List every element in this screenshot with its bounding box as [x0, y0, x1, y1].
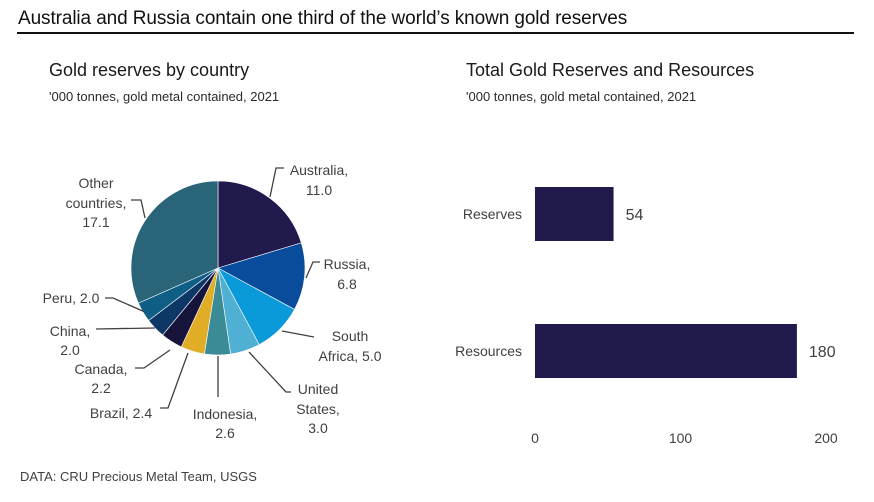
bar-category-label-resources: Resources: [455, 343, 522, 359]
pie-slice-other-countries: [130, 180, 219, 304]
pie-label-united-states: States,: [296, 401, 340, 417]
bar-reserves: [535, 187, 614, 241]
pie-labels: Australia, 11.0 Russia, 6.8 South Africa, 5.0…: [43, 162, 382, 441]
pie-slice-russia: [217, 242, 306, 310]
pie-label-peru: Peru, 2.0: [43, 290, 100, 306]
pie-slice-australia: [217, 180, 302, 269]
pie-chart-subtitle: '000 tonnes, gold metal contained, 2021: [49, 89, 280, 104]
pie-leader-lines: [95, 167, 320, 409]
pie-label-indonesia: Indonesia,: [193, 406, 258, 422]
leader-line-south-africa: [281, 330, 315, 338]
bar-data-label-resources: 180: [809, 344, 836, 361]
bar-chart-title: Total Gold Reserves and Resources: [466, 60, 755, 80]
pie-label-canada: Canada,: [75, 361, 128, 377]
pie-label-united-states: United: [298, 381, 338, 397]
x-tick-label-100: 100: [669, 430, 693, 446]
pie-label-other-countries: 17.1: [82, 214, 109, 230]
pie-label-australia: 11.0: [306, 182, 332, 198]
leader-line-united-states: [248, 351, 291, 393]
x-tick-label-0: 0: [531, 430, 539, 446]
bar-data-label-reserves: 54: [626, 207, 644, 224]
leader-line-china: [95, 327, 156, 330]
pie-label-south-africa: Africa, 5.0: [318, 348, 381, 364]
bar-chart-subtitle: '000 tonnes, gold metal contained, 2021: [466, 89, 697, 104]
bar-category-label-reserves: Reserves: [463, 206, 522, 222]
leader-line-canada: [135, 349, 171, 369]
pie-label-united-states: 3.0: [308, 420, 328, 436]
pie-label-russia: Russia,: [324, 256, 371, 272]
pie-chart: [130, 180, 306, 356]
leader-line-australia: [269, 167, 284, 198]
pie-label-south-africa: South: [332, 328, 369, 344]
x-tick-label-200: 200: [814, 430, 838, 446]
main-title: Australia and Russia contain one third o…: [18, 8, 628, 29]
leader-line-peru: [105, 297, 146, 313]
title-rule: [17, 32, 854, 34]
pie-chart-title: Gold reserves by country: [49, 60, 250, 80]
bar-resources: [535, 324, 797, 378]
data-source: DATA: CRU Precious Metal Team, USGS: [20, 469, 257, 484]
pie-label-canada: 2.2: [91, 380, 111, 396]
pie-label-china: China,: [50, 323, 90, 339]
pie-label-russia: 6.8: [337, 276, 357, 292]
pie-label-other-countries: countries,: [66, 195, 127, 211]
pie-label-brazil: Brazil, 2.4: [90, 405, 152, 421]
leader-line-russia: [305, 261, 320, 279]
leader-line-brazil: [160, 352, 189, 409]
pie-label-china: 2.0: [60, 342, 80, 358]
pie-label-other-countries: Other: [78, 175, 113, 191]
pie-label-australia: Australia,: [290, 162, 348, 178]
leader-line-other-countries: [131, 199, 146, 219]
bar-chart: Reserves 54 Resources 180 0 100 200: [455, 187, 838, 446]
pie-label-indonesia: 2.6: [215, 425, 235, 441]
